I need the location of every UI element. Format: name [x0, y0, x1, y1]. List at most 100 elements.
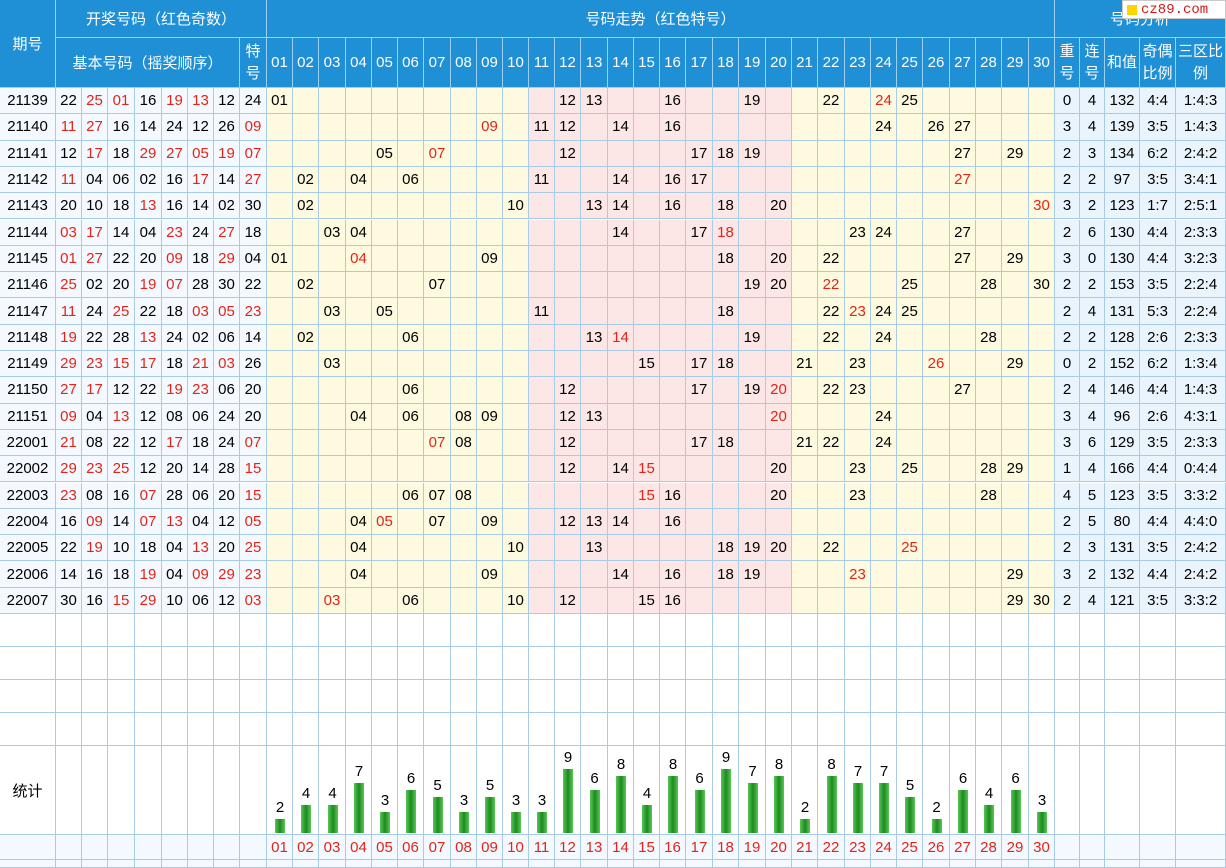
- trend-cell: [424, 219, 451, 246]
- trend-cell: [293, 429, 319, 457]
- stat-bar: [485, 797, 495, 833]
- blank-cell: [897, 713, 923, 746]
- stat-bar: [406, 790, 416, 833]
- stat-count-label: 2: [932, 798, 941, 816]
- trend-cell: [897, 114, 923, 141]
- trend-cell: [713, 456, 739, 483]
- blank-cell: [555, 614, 581, 647]
- issue-number: 22004: [0, 508, 56, 536]
- trend-cell: [660, 377, 686, 404]
- draw-number: 26: [214, 114, 240, 141]
- trend-cell: 21: [792, 429, 818, 457]
- trend-cell: [976, 193, 1002, 220]
- axis-blank-cell: [162, 835, 188, 860]
- zone-ratio: 2:5:1: [1176, 193, 1226, 220]
- trend-cell: 07: [424, 482, 451, 509]
- trend-cell: [608, 140, 634, 167]
- draw-number: 20: [162, 456, 188, 483]
- issue-number: 22002: [0, 456, 56, 483]
- trend-number-header: 13: [581, 38, 608, 88]
- trend-cell: [845, 166, 871, 194]
- trend-cell: [581, 298, 608, 325]
- draw-number: 06: [188, 403, 214, 430]
- blank-cell: [56, 647, 82, 680]
- trend-number-header: 29: [1002, 38, 1029, 88]
- trend-cell: 10: [503, 193, 529, 220]
- special-number: 27: [240, 166, 267, 194]
- trend-cell: 18: [713, 535, 739, 562]
- footer-cell: [950, 860, 976, 868]
- trend-cell: [1002, 429, 1029, 457]
- trend-cell: [1029, 377, 1055, 404]
- axis-number: 08: [451, 835, 477, 860]
- blank-cell: [845, 614, 871, 647]
- trend-number-header: 11: [529, 38, 555, 88]
- trend-cell: [660, 219, 686, 246]
- draw-number: 27: [82, 114, 108, 141]
- trend-cell: [503, 403, 529, 430]
- trend-cell: [923, 587, 950, 614]
- repeat-count: 2: [1055, 377, 1080, 404]
- trend-cell: [503, 351, 529, 378]
- trend-cell: [346, 324, 372, 351]
- trend-cell: [634, 114, 660, 141]
- blank-cell: [1140, 713, 1176, 746]
- trend-cell: 18: [713, 298, 739, 325]
- trend-cell: 27: [950, 245, 976, 273]
- trend-cell: [477, 298, 503, 325]
- issue-number: 21146: [0, 272, 56, 299]
- trend-cell: 24: [871, 429, 897, 457]
- draw-number: 15: [108, 587, 135, 614]
- trend-cell: [1029, 245, 1055, 273]
- trend-cell: 03: [319, 587, 346, 614]
- trend-cell: [346, 298, 372, 325]
- trend-cell: [581, 587, 608, 614]
- repeat-count: 3: [1055, 114, 1080, 141]
- draw-number: 25: [108, 456, 135, 483]
- trend-cell: 22: [818, 272, 845, 299]
- parity-ratio: 2:6: [1140, 324, 1176, 351]
- trend-cell: [1029, 140, 1055, 167]
- axis-number: 19: [739, 835, 766, 860]
- stat-bar: [721, 769, 731, 833]
- sum-value: 130: [1105, 245, 1140, 273]
- trend-cell: [346, 114, 372, 141]
- trend-cell: 16: [660, 587, 686, 614]
- sum-header: 和值: [1105, 38, 1140, 88]
- draw-number: 17: [162, 429, 188, 457]
- trend-cell: [792, 166, 818, 194]
- blank-cell: [477, 647, 503, 680]
- draw-number: 19: [162, 88, 188, 115]
- trend-cell: [424, 535, 451, 562]
- trend-cell: [976, 166, 1002, 194]
- draw-number: 10: [162, 587, 188, 614]
- footer-cell: [608, 860, 634, 868]
- trend-cell: [871, 377, 897, 404]
- trend-cell: [871, 272, 897, 299]
- trend-cell: [372, 88, 398, 115]
- trend-cell: 25: [897, 298, 923, 325]
- trend-cell: [319, 193, 346, 220]
- trend-cell: 12: [555, 140, 581, 167]
- trend-cell: 22: [818, 377, 845, 404]
- trend-cell: [766, 219, 792, 246]
- trend-cell: [293, 508, 319, 536]
- trend-cell: 03: [319, 298, 346, 325]
- footer-cell: [346, 860, 372, 868]
- trend-cell: 18: [713, 140, 739, 167]
- trend-cell: [845, 429, 871, 457]
- trend-cell: 22: [818, 88, 845, 115]
- trend-cell: 28: [976, 272, 1002, 299]
- draw-number: 09: [188, 561, 214, 588]
- site-logo[interactable]: cz89.com: [1122, 0, 1226, 19]
- trend-cell: [686, 324, 713, 351]
- trend-cell: 18: [713, 219, 739, 246]
- special-number: 04: [240, 245, 267, 273]
- special-number: 20: [240, 403, 267, 430]
- draw-number: 17: [82, 219, 108, 246]
- stat-bar: [879, 783, 889, 833]
- trend-cell: [293, 482, 319, 509]
- trend-cell: 13: [581, 535, 608, 562]
- draw-number: 14: [214, 166, 240, 194]
